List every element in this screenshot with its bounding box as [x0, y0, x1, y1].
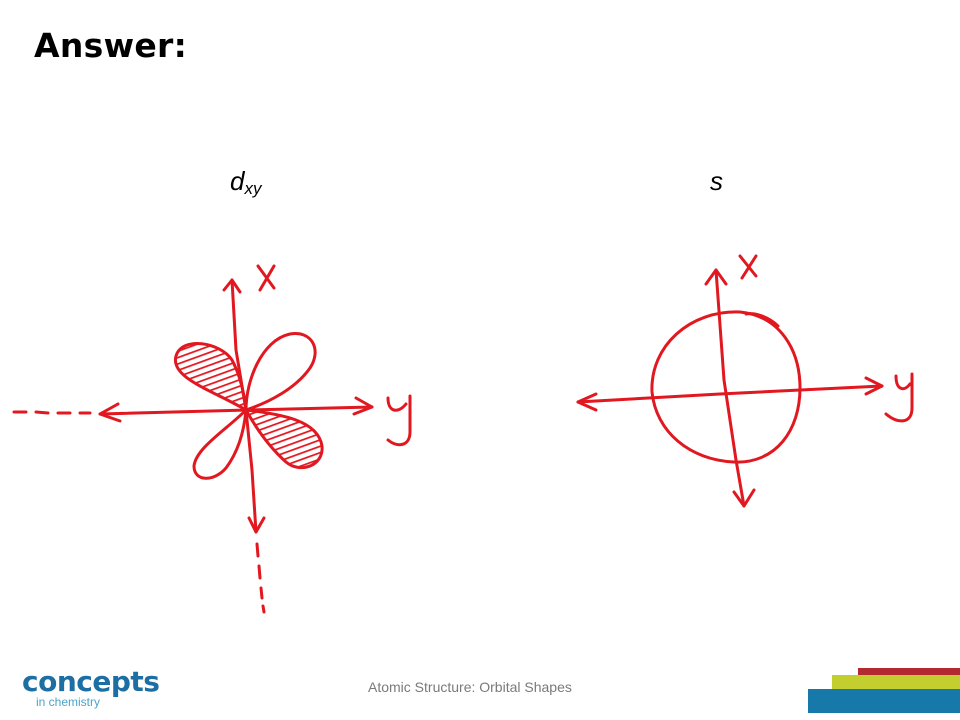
decor-bar-red — [858, 668, 960, 675]
logo-tagline: in chemistry — [36, 695, 101, 709]
s-diagram — [576, 254, 914, 508]
s-orbital-label: s — [710, 166, 723, 196]
dxy-lobe-upper-left — [174, 342, 248, 412]
s-axis-x-top-arrowhead — [704, 268, 728, 286]
dxy-label-main: d — [230, 166, 245, 196]
dxy-axis-y-right-arrowhead — [352, 396, 374, 416]
dxy-axis-x-letter — [256, 264, 276, 292]
s-axis-y-right-arrowhead — [864, 376, 884, 396]
logo-wordmark: concepts — [22, 665, 160, 698]
s-axis-y-left-arrowhead — [576, 392, 598, 412]
dxy-lobe-lower-right — [244, 408, 324, 469]
s-axis-x-bottom-arrowhead — [732, 488, 756, 508]
s-axis-x-letter — [738, 254, 758, 280]
concepts-in-chemistry-logo: concepts in chemistry — [22, 665, 160, 709]
dxy-orbital-label: dxy — [230, 166, 262, 198]
dxy-label-subscript: xy — [244, 179, 262, 198]
dxy-axis-x-dashed-extension — [255, 542, 266, 614]
s-orbital-circle — [650, 310, 802, 464]
dxy-lobe-lower-left — [192, 408, 248, 480]
decor-bar-blue — [808, 689, 960, 713]
s-circle-overstroke — [744, 312, 780, 328]
dxy-lobe-upper-right — [244, 332, 317, 412]
s-axis-x — [714, 268, 746, 508]
dxy-diagram — [12, 264, 412, 614]
dxy-axis-y — [98, 405, 374, 416]
footer-caption: Atomic Structure: Orbital Shapes — [368, 679, 572, 695]
dxy-axis-y-letter — [386, 394, 412, 447]
dxy-axis-y-dashed-extension — [12, 410, 92, 415]
dxy-axis-y-left-arrowhead — [98, 402, 122, 423]
slide-title: Answer: — [34, 26, 188, 65]
dxy-axis-x-top-arrowhead — [222, 278, 242, 294]
dxy-axis-x-bottom-arrowhead — [247, 516, 266, 534]
s-axis-y-letter — [884, 372, 914, 423]
decor-bar-lime — [832, 675, 960, 689]
s-axis-y — [576, 384, 884, 404]
